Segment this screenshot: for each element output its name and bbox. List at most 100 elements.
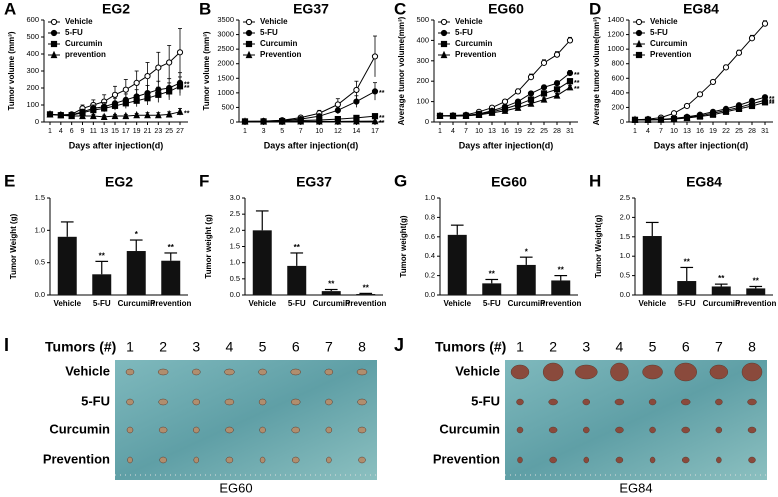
y-tick-label: 1400 bbox=[607, 15, 624, 24]
point bbox=[245, 40, 253, 48]
x-tick-label: 19 bbox=[133, 128, 141, 135]
chart-title: EG2 bbox=[102, 1, 130, 17]
legend-label: Prevention bbox=[650, 50, 691, 59]
point bbox=[735, 105, 743, 112]
y-tick-label: 500 bbox=[416, 15, 429, 24]
column-label: 3 bbox=[582, 339, 590, 355]
tumor bbox=[681, 456, 690, 464]
y-tick-label: 2500 bbox=[217, 44, 234, 53]
significance: ** bbox=[184, 111, 190, 118]
point bbox=[57, 110, 65, 119]
tumor bbox=[649, 456, 656, 464]
tumor bbox=[192, 368, 201, 376]
tumor bbox=[716, 456, 722, 464]
bar bbox=[356, 294, 376, 295]
panel-letter: F bbox=[199, 171, 209, 190]
y-tick-label: 100 bbox=[26, 100, 39, 109]
tumor bbox=[326, 456, 332, 464]
panel-letter: B bbox=[199, 0, 211, 18]
point bbox=[440, 50, 448, 59]
bar bbox=[551, 280, 571, 295]
point bbox=[144, 110, 151, 119]
significance: * bbox=[135, 230, 139, 239]
x-tick-label: Vehicle bbox=[443, 299, 471, 308]
panel-letter: H bbox=[589, 171, 601, 190]
y-axis-label: Tumor volume (mm³) bbox=[202, 31, 211, 110]
point bbox=[50, 18, 58, 26]
x-tick-label: 16 bbox=[501, 128, 509, 135]
y-tick-label: 0 bbox=[230, 117, 234, 126]
tumor bbox=[127, 456, 133, 464]
significance: ** bbox=[184, 82, 190, 89]
significance: ** bbox=[574, 72, 580, 79]
tumor bbox=[192, 398, 201, 406]
y-tick-label: 0.5 bbox=[620, 271, 630, 280]
tumor bbox=[158, 426, 168, 434]
point bbox=[635, 29, 643, 37]
bar bbox=[677, 281, 697, 295]
significance: ** bbox=[379, 90, 385, 97]
point bbox=[133, 79, 140, 87]
photo bbox=[505, 360, 767, 480]
column-label: 7 bbox=[325, 339, 333, 355]
bar bbox=[57, 236, 77, 295]
x-tick-label: 3 bbox=[262, 128, 266, 135]
x-tick-label: 6 bbox=[70, 128, 74, 135]
y-tick-label: 0 bbox=[425, 117, 429, 126]
tumor bbox=[159, 456, 167, 464]
y-tick-label: 1.5 bbox=[230, 241, 240, 250]
point bbox=[353, 86, 360, 94]
tumor bbox=[126, 426, 134, 434]
legend-label: Curcumin bbox=[650, 39, 687, 48]
panel-letter: D bbox=[589, 0, 601, 18]
point bbox=[353, 116, 360, 125]
point bbox=[122, 100, 129, 107]
y-tick-label: 3500 bbox=[217, 15, 234, 24]
tumor bbox=[548, 426, 558, 434]
column-label: 6 bbox=[292, 339, 300, 355]
y-tick-label: 1.0 bbox=[230, 258, 240, 267]
y-axis-label: Tumor weight(g) bbox=[399, 215, 408, 277]
bar bbox=[642, 236, 662, 295]
point bbox=[709, 78, 717, 86]
legend-label: Curcumin bbox=[455, 39, 492, 48]
legend-label: 5-FU bbox=[260, 28, 278, 37]
y-tick-label: 0.8 bbox=[425, 212, 435, 221]
point bbox=[501, 98, 509, 105]
point bbox=[50, 50, 58, 59]
x-tick-label: Curcumin bbox=[703, 299, 740, 308]
tumor bbox=[715, 426, 723, 434]
x-tick-label: 11 bbox=[90, 128, 97, 135]
row-label: Prevention bbox=[43, 451, 110, 466]
point bbox=[144, 73, 151, 80]
y-tick-label: 0.4 bbox=[425, 251, 435, 260]
x-tick-label: Prevention bbox=[345, 299, 386, 308]
point bbox=[553, 91, 561, 99]
point bbox=[241, 117, 249, 125]
x-tick-label: 22 bbox=[722, 128, 730, 135]
tumor bbox=[224, 368, 235, 376]
panel-letter: I bbox=[4, 335, 9, 355]
tumor bbox=[548, 398, 558, 406]
point bbox=[527, 74, 535, 81]
tumor bbox=[615, 456, 624, 464]
point bbox=[176, 49, 184, 56]
photo-caption: EG84 bbox=[619, 480, 652, 495]
y-tick-label: 0.0 bbox=[620, 290, 630, 299]
photo-header: Tumors (#) bbox=[435, 339, 506, 355]
x-tick-label: Curcumin bbox=[118, 299, 155, 308]
tumor bbox=[290, 368, 301, 376]
y-axis-label: Average tumor volume(mm³) bbox=[592, 16, 601, 125]
y-tick-label: 0.6 bbox=[425, 232, 435, 241]
legend-label: Curcumin bbox=[260, 39, 297, 48]
point bbox=[440, 40, 448, 48]
significance: ** bbox=[753, 277, 760, 286]
tumor bbox=[748, 456, 756, 464]
y-tick-label: 1.5 bbox=[35, 193, 45, 202]
point bbox=[709, 111, 717, 118]
tumor bbox=[357, 398, 367, 406]
tumor bbox=[680, 398, 691, 406]
y-tick-label: 1500 bbox=[217, 73, 234, 82]
point bbox=[462, 111, 470, 119]
point bbox=[334, 117, 342, 125]
